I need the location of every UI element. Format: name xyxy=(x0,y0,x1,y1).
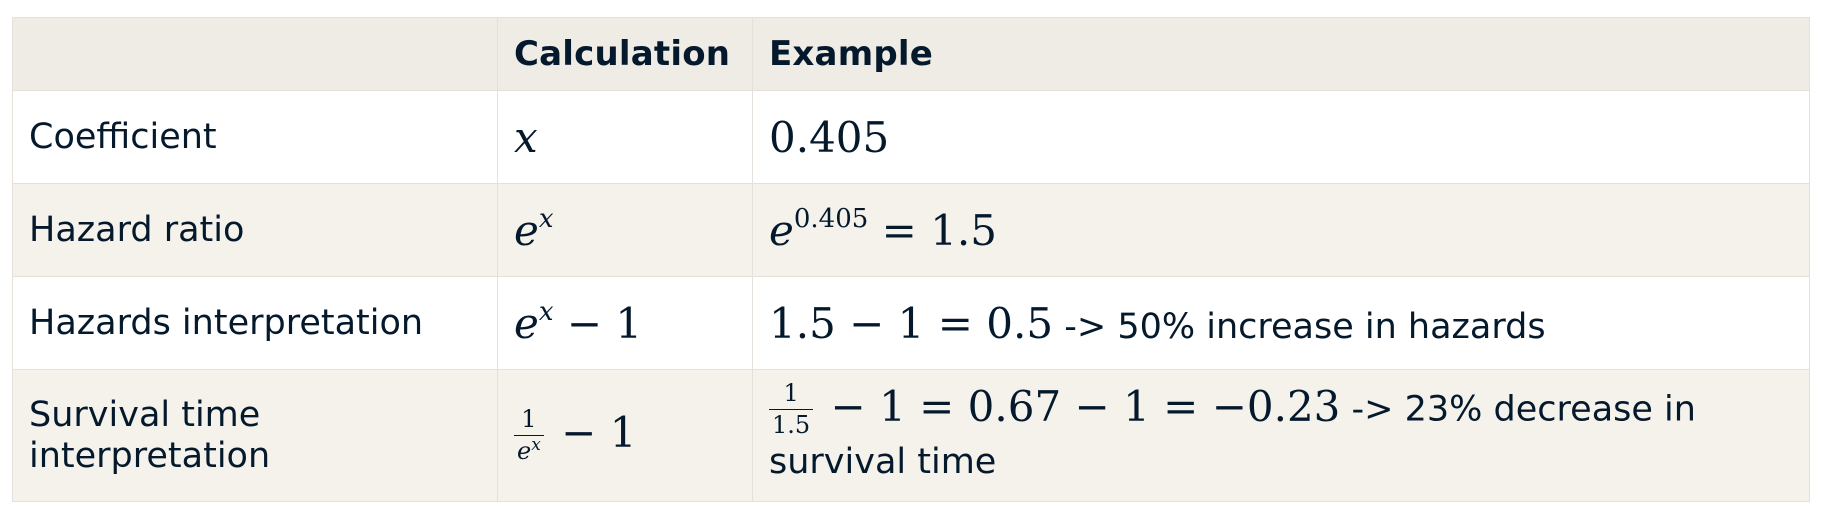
calc-den-exponent: x xyxy=(531,435,541,455)
table-row: Hazard ratio ex e0.405 = 1.5 xyxy=(12,183,1810,277)
table-row: Coefficient x 0.405 xyxy=(12,90,1810,184)
calc-den-base: e xyxy=(517,437,532,465)
row-label: Hazards interpretation xyxy=(12,276,498,370)
calc-rest: − 1 xyxy=(547,407,637,457)
example-result: = 1.5 xyxy=(868,205,997,255)
table-container: Calculation Example Coefficient x 0.405 … xyxy=(12,17,1810,502)
calc-cell: x xyxy=(497,90,753,184)
example-base: e xyxy=(769,205,794,255)
header-empty xyxy=(12,17,498,91)
calc-cell: ex xyxy=(497,183,753,277)
example-math: 0.405 xyxy=(769,112,890,162)
header-example: Example xyxy=(752,17,1810,91)
calc-numerator: 1 xyxy=(514,406,544,436)
calc-exponent: x xyxy=(538,203,554,234)
calc-fraction: 1 ex xyxy=(514,406,544,465)
calc-exponent: x xyxy=(538,296,554,327)
calc-rest: − 1 xyxy=(553,298,643,348)
table-row: Survival time interpretation 1 ex − 1 1 1.… xyxy=(12,369,1810,502)
example-text: -> 50% increase in hazards xyxy=(1053,306,1546,347)
example-math: 1.5 − 1 = 0.5 xyxy=(769,298,1054,348)
example-cell: 1.5 − 1 = 0.5 -> 50% increase in hazards xyxy=(752,276,1810,370)
example-text: -> 23% decrease in survival time xyxy=(769,389,1696,483)
example-fraction: 1 1.5 xyxy=(769,380,814,439)
example-cell: 1 1.5 − 1 = 0.67 − 1 = −0.23 -> 23% decre… xyxy=(752,369,1810,502)
example-denominator: 1.5 xyxy=(772,411,811,439)
calc-base: e xyxy=(514,205,539,255)
row-label: Survival time interpretation xyxy=(12,369,498,502)
example-math: − 1 = 0.67 − 1 = −0.23 xyxy=(817,381,1341,431)
header-row: Calculation Example xyxy=(12,17,1810,91)
example-cell: e0.405 = 1.5 xyxy=(752,183,1810,277)
calc-base: e xyxy=(514,298,539,348)
table-row: Hazards interpretation ex − 1 1.5 − 1 = … xyxy=(12,276,1810,370)
example-numerator: 1 xyxy=(769,380,814,410)
calc-cell: 1 ex − 1 xyxy=(497,369,753,502)
calc-cell: ex − 1 xyxy=(497,276,753,370)
hazard-ratio-table: Calculation Example Coefficient x 0.405 … xyxy=(12,17,1810,502)
example-exponent: 0.405 xyxy=(793,203,869,234)
calc-var: x xyxy=(514,112,538,162)
row-label: Hazard ratio xyxy=(12,183,498,277)
header-calculation: Calculation xyxy=(497,17,753,91)
row-label: Coefficient xyxy=(12,90,498,184)
example-cell: 0.405 xyxy=(752,90,1810,184)
